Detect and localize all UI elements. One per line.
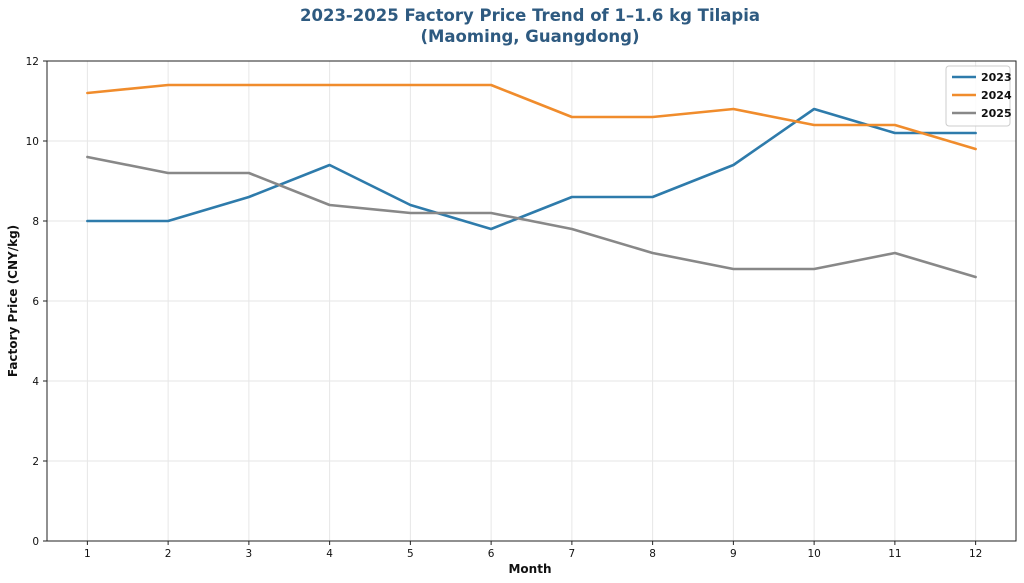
series-layer <box>86 83 977 279</box>
y-tick-label: 10 <box>26 136 39 148</box>
y-tick-label: 2 <box>32 456 39 468</box>
grid-layer <box>47 61 1016 541</box>
x-tick-label: 10 <box>807 548 820 560</box>
legend-box <box>945 65 1011 127</box>
x-tick-label: 8 <box>649 548 656 560</box>
y-tick-label: 0 <box>32 536 39 548</box>
x-axis-label: Month <box>508 562 551 576</box>
x-tick-label: 12 <box>969 548 982 560</box>
x-tick-label: 11 <box>888 548 901 560</box>
y-tick-label: 6 <box>32 296 39 308</box>
chart-title-line-1: 2023-2025 Factory Price Trend of 1–1.6 k… <box>300 6 760 25</box>
legend: 2023 2024 2025 <box>945 65 1012 127</box>
legend-label-2024: 2024 <box>981 89 1012 102</box>
legend-label-2023: 2023 <box>981 71 1012 84</box>
x-tick-label: 6 <box>488 548 495 560</box>
x-tick-label: 5 <box>407 548 414 560</box>
x-tick-label: 2 <box>165 548 172 560</box>
series-line-2023 <box>86 107 977 231</box>
y-tick-label: 12 <box>26 56 39 68</box>
x-tick-label: 7 <box>569 548 576 560</box>
x-tick-label: 9 <box>730 548 737 560</box>
x-tick-label: 3 <box>246 548 253 560</box>
series-line-2024 <box>86 83 977 151</box>
y-tick-label: 8 <box>32 216 39 228</box>
legend-label-2025: 2025 <box>981 107 1012 120</box>
series-line-2025 <box>86 155 977 279</box>
x-tick-label: 4 <box>326 548 333 560</box>
y-tick-label: 4 <box>32 376 39 388</box>
x-tick-label: 1 <box>84 548 91 560</box>
y-axis-label: Factory Price (CNY/kg) <box>6 225 20 377</box>
chart-title-line-2: (Maoming, Guangdong) <box>420 27 639 46</box>
